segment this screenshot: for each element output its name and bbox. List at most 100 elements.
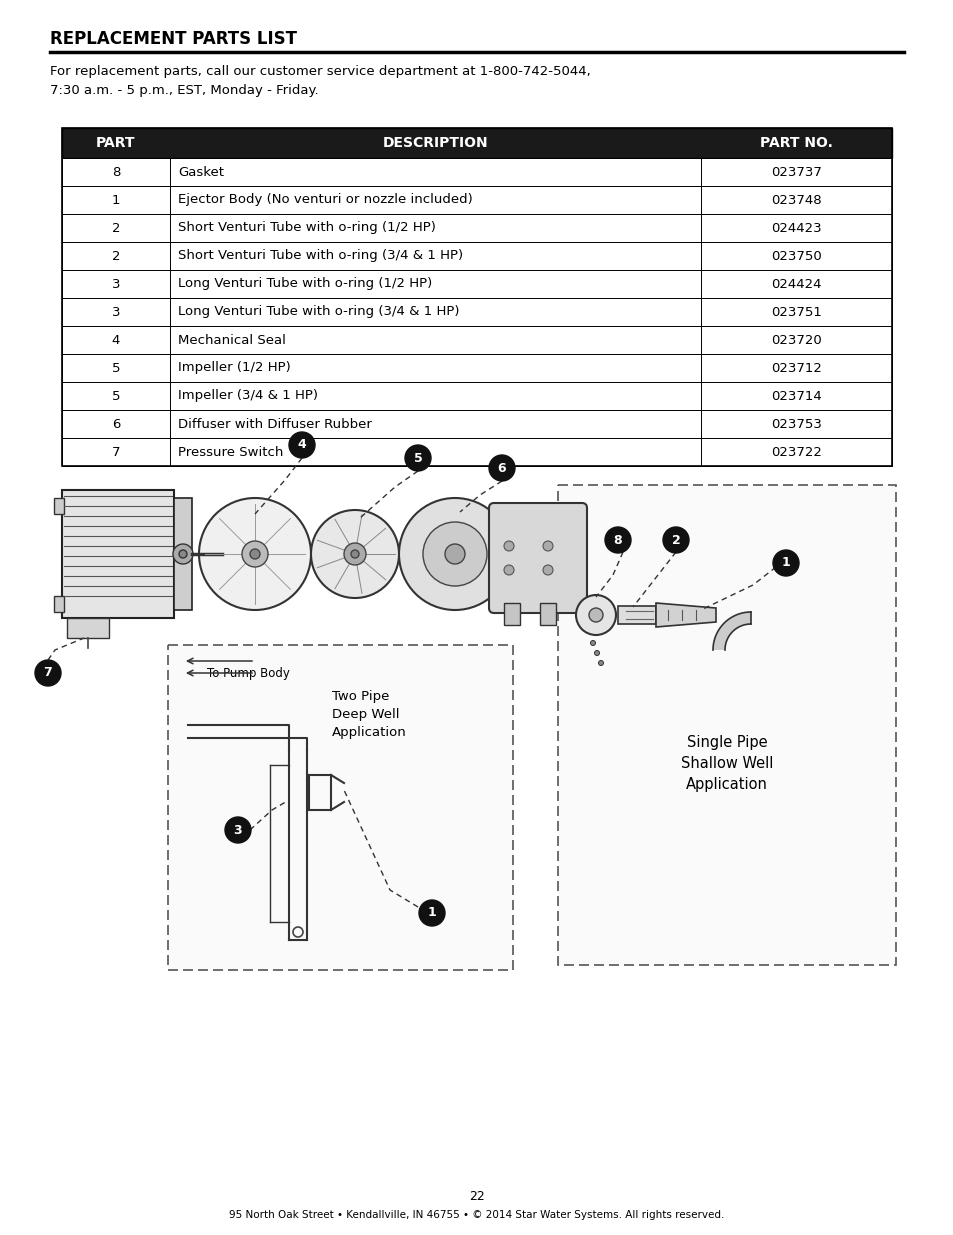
- Text: 023753: 023753: [770, 417, 821, 431]
- Bar: [503, 603, 519, 625]
- Text: 3: 3: [112, 305, 120, 319]
- Bar: [558, 485, 895, 965]
- Bar: [62, 128, 891, 158]
- Text: 7: 7: [112, 446, 120, 458]
- Circle shape: [422, 522, 486, 585]
- Text: 4: 4: [297, 438, 306, 452]
- Text: 5: 5: [112, 389, 120, 403]
- Circle shape: [604, 527, 630, 553]
- Polygon shape: [712, 613, 750, 650]
- Text: 023712: 023712: [770, 362, 821, 374]
- Text: 5: 5: [414, 452, 422, 464]
- Text: Impeller (1/2 HP): Impeller (1/2 HP): [177, 362, 291, 374]
- Circle shape: [351, 550, 358, 558]
- Text: 023714: 023714: [770, 389, 821, 403]
- Text: 3: 3: [112, 278, 120, 290]
- Bar: [62, 270, 891, 298]
- Circle shape: [590, 641, 595, 646]
- Text: 023737: 023737: [770, 165, 821, 179]
- Text: 024423: 024423: [770, 221, 821, 235]
- Text: Short Venturi Tube with o-ring (3/4 & 1 HP): Short Venturi Tube with o-ring (3/4 & 1 …: [177, 249, 462, 263]
- Circle shape: [311, 510, 398, 598]
- Bar: [62, 128, 891, 466]
- Text: PART: PART: [96, 136, 135, 149]
- Circle shape: [588, 608, 602, 622]
- Text: 5: 5: [112, 362, 120, 374]
- Circle shape: [594, 651, 598, 656]
- Bar: [62, 490, 173, 618]
- Text: Short Venturi Tube with o-ring (1/2 HP): Short Venturi Tube with o-ring (1/2 HP): [177, 221, 436, 235]
- Circle shape: [662, 527, 688, 553]
- Bar: [62, 186, 891, 214]
- Circle shape: [418, 900, 444, 926]
- Bar: [62, 354, 891, 382]
- Circle shape: [542, 541, 553, 551]
- Circle shape: [199, 498, 311, 610]
- Text: 3: 3: [233, 824, 242, 836]
- FancyBboxPatch shape: [489, 503, 586, 613]
- Bar: [173, 498, 192, 610]
- Text: 6: 6: [112, 417, 120, 431]
- Circle shape: [344, 543, 366, 564]
- Text: Mechanical Seal: Mechanical Seal: [177, 333, 286, 347]
- Bar: [618, 606, 656, 624]
- Text: 7: 7: [44, 667, 52, 679]
- Circle shape: [576, 595, 616, 635]
- Polygon shape: [656, 603, 716, 627]
- Circle shape: [489, 454, 515, 480]
- Circle shape: [242, 541, 268, 567]
- Text: 95 North Oak Street • Kendallville, IN 46755 • © 2014 Star Water Systems. All ri: 95 North Oak Street • Kendallville, IN 4…: [229, 1210, 724, 1220]
- Bar: [62, 382, 891, 410]
- Text: DESCRIPTION: DESCRIPTION: [382, 136, 488, 149]
- Text: Long Venturi Tube with o-ring (1/2 HP): Long Venturi Tube with o-ring (1/2 HP): [177, 278, 432, 290]
- Text: Long Venturi Tube with o-ring (3/4 & 1 HP): Long Venturi Tube with o-ring (3/4 & 1 H…: [177, 305, 459, 319]
- Text: 1: 1: [112, 194, 120, 206]
- Circle shape: [250, 550, 260, 559]
- Circle shape: [542, 564, 553, 576]
- Circle shape: [772, 550, 799, 576]
- Circle shape: [398, 498, 511, 610]
- Circle shape: [405, 445, 431, 471]
- Text: 023750: 023750: [770, 249, 821, 263]
- Bar: [54, 597, 64, 613]
- Text: 6: 6: [497, 462, 506, 474]
- Text: 2: 2: [671, 534, 679, 547]
- Text: 8: 8: [613, 534, 621, 547]
- Text: Single Pipe
Shallow Well
Application: Single Pipe Shallow Well Application: [680, 735, 772, 792]
- Circle shape: [289, 432, 314, 458]
- Circle shape: [444, 543, 464, 564]
- Circle shape: [179, 550, 187, 558]
- Bar: [62, 298, 891, 326]
- Text: To Pump Body: To Pump Body: [207, 667, 290, 680]
- Bar: [62, 410, 891, 438]
- Text: 023751: 023751: [770, 305, 821, 319]
- Text: 2: 2: [112, 221, 120, 235]
- Bar: [62, 214, 891, 242]
- Text: Gasket: Gasket: [177, 165, 224, 179]
- Text: 023722: 023722: [770, 446, 821, 458]
- Bar: [54, 498, 64, 514]
- Text: PART NO.: PART NO.: [760, 136, 832, 149]
- Bar: [62, 438, 891, 466]
- Circle shape: [503, 541, 514, 551]
- Text: 1: 1: [781, 557, 789, 569]
- Text: Diffuser with Diffuser Rubber: Diffuser with Diffuser Rubber: [177, 417, 372, 431]
- Bar: [62, 158, 891, 186]
- Text: 024424: 024424: [770, 278, 821, 290]
- Circle shape: [598, 661, 603, 666]
- Text: Ejector Body (No venturi or nozzle included): Ejector Body (No venturi or nozzle inclu…: [177, 194, 472, 206]
- Text: 22: 22: [469, 1189, 484, 1203]
- Text: 023720: 023720: [770, 333, 821, 347]
- Text: 8: 8: [112, 165, 120, 179]
- Circle shape: [503, 564, 514, 576]
- Text: 4: 4: [112, 333, 120, 347]
- Bar: [168, 645, 513, 969]
- Text: REPLACEMENT PARTS LIST: REPLACEMENT PARTS LIST: [50, 30, 296, 48]
- Text: For replacement parts, call our customer service department at 1-800-742-5044,
7: For replacement parts, call our customer…: [50, 65, 590, 98]
- Bar: [62, 326, 891, 354]
- Circle shape: [225, 818, 251, 844]
- Text: 1: 1: [427, 906, 436, 920]
- Text: Two Pipe
Deep Well
Application: Two Pipe Deep Well Application: [332, 690, 406, 739]
- Bar: [62, 242, 891, 270]
- Text: 023748: 023748: [770, 194, 821, 206]
